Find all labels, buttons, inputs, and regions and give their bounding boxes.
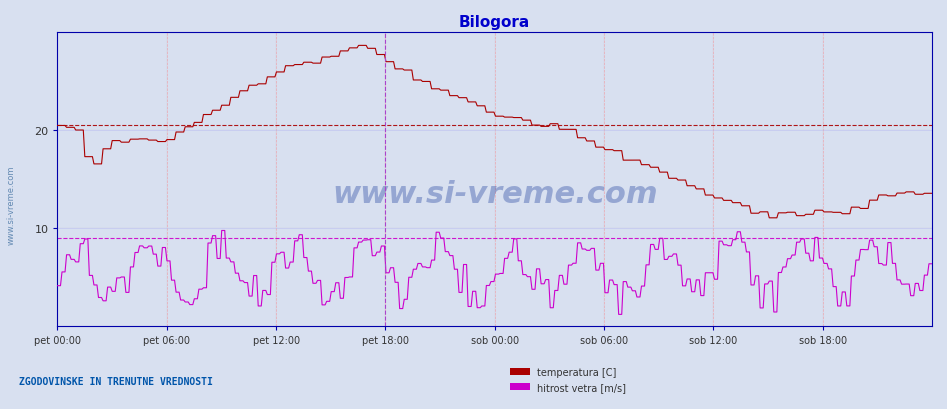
Title: Bilogora: Bilogora: [459, 15, 530, 30]
Text: www.si-vreme.com: www.si-vreme.com: [7, 165, 16, 244]
Text: www.si-vreme.com: www.si-vreme.com: [331, 180, 657, 208]
Text: ZGODOVINSKE IN TRENUTNE VREDNOSTI: ZGODOVINSKE IN TRENUTNE VREDNOSTI: [19, 376, 213, 387]
Legend: temperatura [C], hitrost vetra [m/s]: temperatura [C], hitrost vetra [m/s]: [507, 364, 630, 396]
